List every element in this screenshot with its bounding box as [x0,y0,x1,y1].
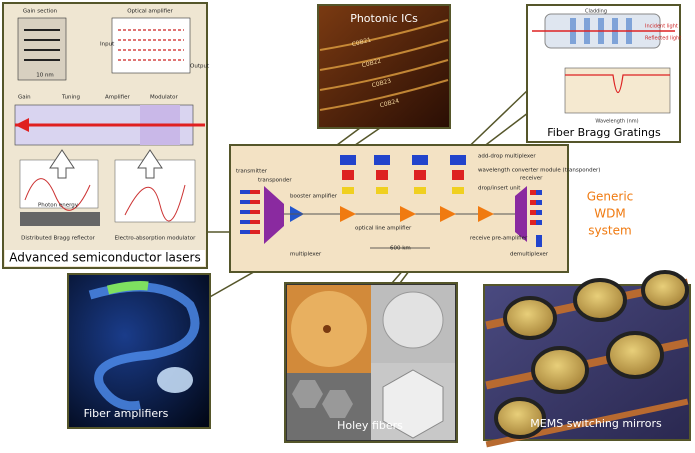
caption: Photonic ICs [350,12,418,25]
mems-panel [483,270,691,448]
wdm-label: multiplexer [290,252,322,258]
chip-label: C0B21 [351,36,372,48]
photonic-ics-panel [317,4,451,129]
wdm-panel [229,144,569,273]
chip-label: C0B22 [361,57,382,69]
laser-label: Photon energy [38,203,79,209]
wdm-label: booster amplifier [290,194,338,200]
laser-label: Modulator [150,95,179,101]
fbg-label: Reflected light [645,36,681,42]
wdm-label: receive pre-amplifier [470,236,528,242]
wdm-label: transmitter [236,169,268,175]
laser-label: Electro-absorption modulator [115,236,196,242]
caption: MEMS switching mirrors [530,417,662,430]
laser-label: Optical amplifier [127,9,173,15]
wdm-label: wavelength converter module (transponder… [478,168,600,174]
laser-label: Distributed Bragg reflector [21,236,95,242]
holey-fibers-panel [284,282,458,443]
add-drop-columns [340,155,466,194]
wdm-label: demultiplexer [510,252,549,258]
fiber-amplifiers-panel [67,273,211,429]
wdm-label: 600 km [390,246,411,252]
wdm-label: drop/insert unit [478,186,521,192]
chip-label: C0B23 [371,77,392,89]
wdm-title: Generic [587,190,634,204]
wdm-title: system [588,224,631,238]
laser-label: Amplifier [105,95,131,101]
wdm-label: receiver [520,176,543,182]
fbg-panel [526,4,681,143]
caption: Fiber Bragg Gratings [547,126,661,139]
wdm-label: add-drop multiplexer [478,154,536,160]
lasers-panel [2,2,208,269]
caption: Holey fibers [337,419,403,432]
laser-label: Tuning [61,95,80,101]
fbg-label: Wavelength (nm) [595,119,638,125]
chip-label: C0B24 [379,97,400,109]
laser-label: 10 nm [36,73,54,79]
laser-label: Output [190,64,210,70]
laser-label: Gain [18,95,31,101]
fbg-label: Cladding [585,9,607,15]
wdm-label: transponder [258,178,292,184]
caption: Fiber amplifiers [84,407,169,420]
caption: Advanced semiconductor lasers [9,251,200,265]
wdm-label: optical line amplifier [355,226,412,232]
wdm-title: WDM [594,207,625,221]
laser-label: Gain section [23,9,58,15]
laser-label: Input [100,42,115,48]
fbg-label: Incident light [645,24,678,30]
